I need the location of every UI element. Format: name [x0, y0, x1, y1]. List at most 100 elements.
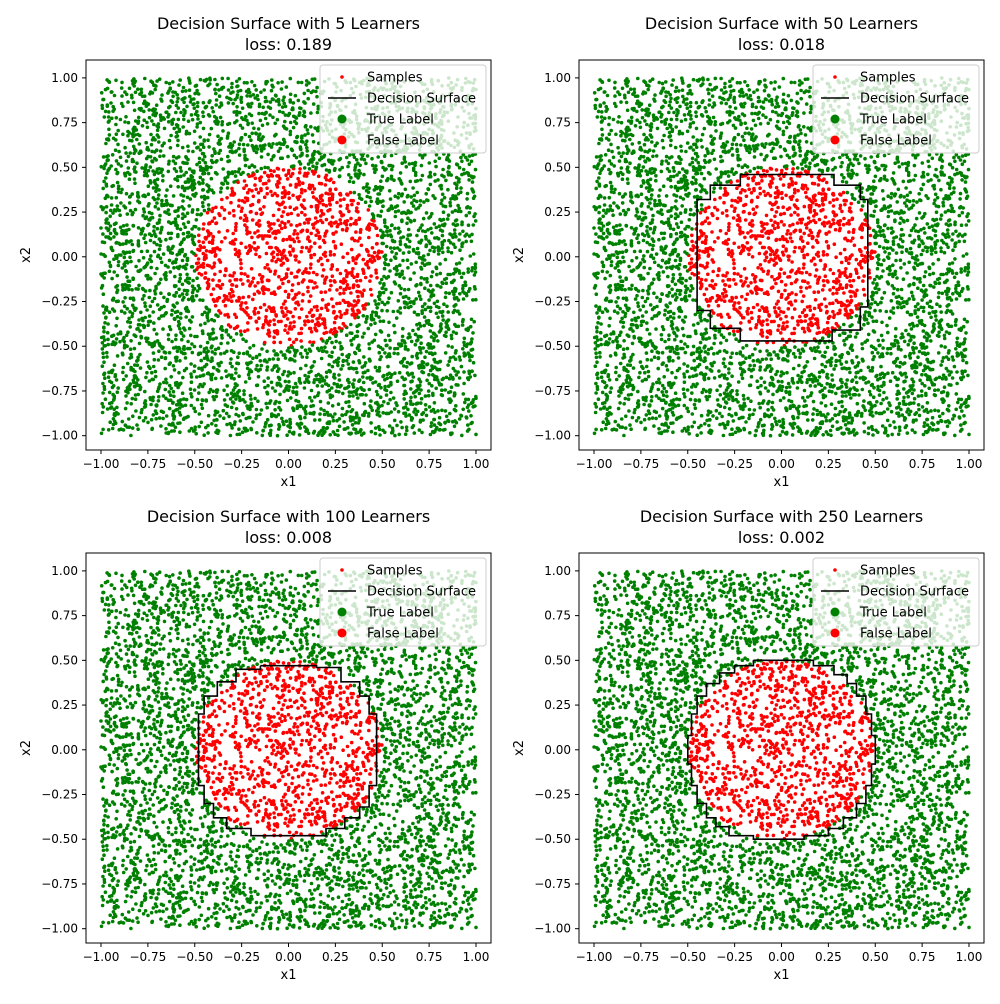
- true-label-point: [217, 364, 221, 368]
- true-label-point: [199, 323, 203, 327]
- true-label-point: [276, 357, 280, 361]
- true-label-point: [383, 267, 387, 271]
- false-label-point: [330, 224, 334, 228]
- true-label-point: [107, 428, 111, 432]
- true-label-point: [390, 250, 394, 254]
- false-label-point: [332, 181, 336, 185]
- true-label-point: [190, 233, 194, 237]
- true-label-point: [450, 251, 454, 255]
- true-label-point: [182, 118, 186, 122]
- true-label-point: [458, 166, 462, 170]
- false-label-point: [369, 274, 373, 278]
- true-label-point: [412, 424, 416, 428]
- true-label-point: [365, 315, 369, 319]
- true-label-point: [148, 232, 152, 236]
- true-label-point: [207, 145, 211, 149]
- true-label-point: [255, 384, 259, 388]
- true-label-point: [175, 100, 179, 104]
- true-label-point: [198, 412, 202, 416]
- true-label-point: [403, 288, 407, 292]
- true-label-point: [421, 156, 425, 160]
- true-label-point: [468, 162, 472, 166]
- true-label-point: [179, 111, 183, 115]
- false-label-point: [315, 273, 319, 277]
- true-label-point: [352, 180, 356, 184]
- true-label-point: [245, 90, 249, 94]
- true-label-point: [134, 265, 138, 269]
- true-label-point: [364, 320, 368, 324]
- true-label-point: [134, 149, 138, 153]
- false-label-point: [272, 341, 276, 345]
- true-label-point: [135, 138, 139, 142]
- true-label-point: [146, 323, 150, 327]
- true-label-point: [128, 325, 132, 329]
- false-label-point: [356, 295, 360, 299]
- true-label-point: [409, 387, 413, 391]
- true-label-point: [206, 138, 210, 142]
- true-label-point: [102, 360, 106, 364]
- false-label-point: [220, 240, 224, 244]
- false-label-point: [293, 240, 297, 244]
- false-label-point: [352, 304, 356, 308]
- true-label-point: [242, 393, 246, 397]
- false-label-point: [272, 318, 276, 322]
- true-label-point: [356, 330, 360, 334]
- true-label-point: [189, 185, 193, 189]
- false-label-point: [290, 212, 294, 216]
- true-label-point: [164, 427, 168, 431]
- true-label-point: [328, 433, 332, 437]
- true-label-point: [271, 97, 275, 101]
- true-label-point: [198, 161, 202, 165]
- true-label-point: [137, 259, 141, 263]
- true-label-point: [110, 246, 114, 250]
- true-label-point: [172, 416, 176, 420]
- false-label-point: [245, 184, 249, 188]
- true-label-point: [154, 375, 158, 379]
- true-label-point: [179, 166, 183, 170]
- false-label-point: [345, 227, 349, 231]
- true-label-point: [356, 396, 360, 400]
- true-label-point: [159, 97, 163, 101]
- true-label-point: [157, 399, 161, 403]
- true-label-point: [381, 205, 385, 209]
- true-label-point: [270, 78, 274, 82]
- false-label-point: [328, 197, 332, 201]
- true-label-point: [101, 341, 105, 345]
- true-label-point: [392, 396, 396, 400]
- true-label-point: [142, 207, 146, 211]
- true-label-point: [183, 328, 187, 332]
- true-label-point: [205, 363, 209, 367]
- true-label-point: [458, 376, 462, 380]
- true-label-point: [352, 378, 356, 382]
- true-label-point: [270, 158, 274, 162]
- false-label-point: [291, 315, 295, 319]
- true-label-point: [458, 417, 462, 421]
- false-label-point: [356, 255, 360, 259]
- true-label-point: [255, 431, 259, 435]
- false-label-point: [372, 256, 376, 260]
- true-label-point: [334, 340, 338, 344]
- false-label-point: [362, 271, 366, 275]
- false-label-point: [321, 322, 325, 326]
- true-label-point: [128, 356, 132, 360]
- false-label-point: [351, 307, 355, 311]
- true-label-point: [442, 377, 446, 381]
- true-label-point: [196, 213, 200, 217]
- false-label-point: [325, 331, 329, 335]
- true-label-point: [105, 137, 109, 141]
- true-label-point: [300, 136, 304, 140]
- true-label-point: [144, 217, 148, 221]
- true-label-point: [111, 427, 115, 431]
- true-label-point: [138, 201, 142, 205]
- true-label-point: [210, 154, 214, 158]
- true-label-point: [140, 228, 144, 232]
- true-label-point: [194, 225, 198, 229]
- true-label-point: [234, 371, 238, 375]
- false-label-point: [228, 279, 232, 283]
- false-label-point: [257, 199, 261, 203]
- true-label-point: [341, 392, 345, 396]
- true-label-point: [109, 232, 113, 236]
- true-label-point: [177, 83, 181, 87]
- false-label-point: [310, 330, 314, 334]
- true-label-point: [151, 300, 155, 304]
